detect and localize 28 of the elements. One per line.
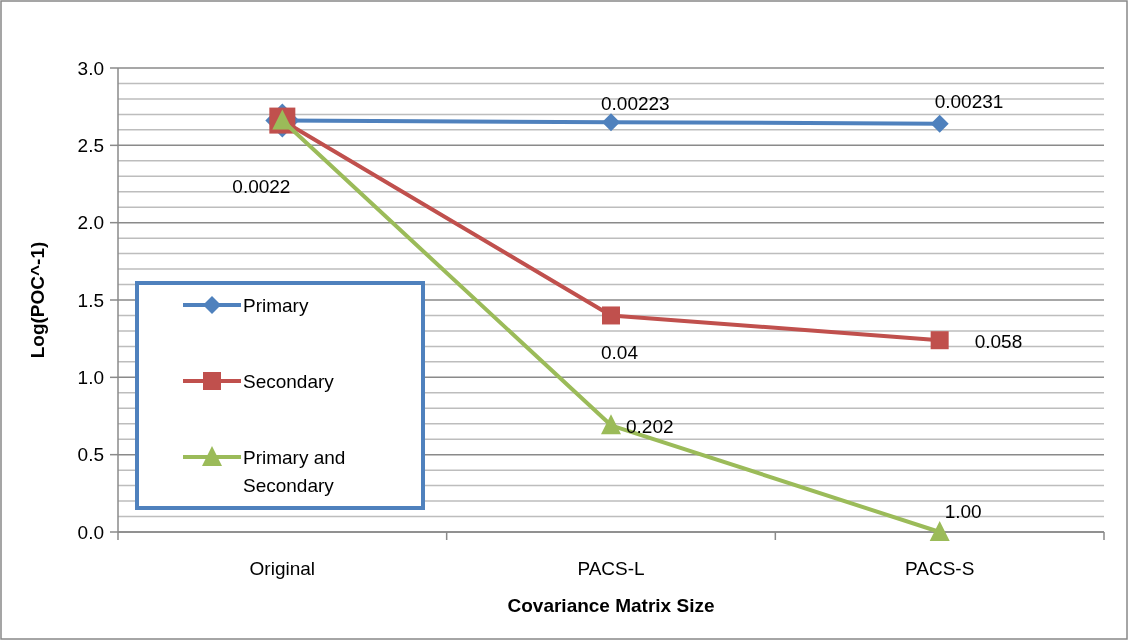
legend-label: Secondary bbox=[243, 370, 335, 392]
annotation: 0.202 bbox=[626, 416, 674, 438]
legend-label: Primary and Secondary bbox=[243, 446, 346, 497]
annotation: 0.00231 bbox=[934, 90, 1004, 112]
point bbox=[602, 113, 620, 132]
y-tick-label: 1.0 bbox=[77, 366, 104, 388]
annotation: 0.058 bbox=[974, 331, 1023, 353]
y-tick-label: 0.0 bbox=[77, 521, 104, 543]
x-tick-label: PACS-S bbox=[904, 558, 975, 579]
point bbox=[602, 306, 620, 325]
point bbox=[601, 414, 621, 435]
annotation: 0.00223 bbox=[601, 93, 670, 115]
annotation: 0.0022 bbox=[232, 175, 291, 197]
annotation: 0.04 bbox=[601, 342, 639, 364]
y-tick-label: 1.5 bbox=[77, 289, 104, 311]
y-axis-title: Log(POC^-1) bbox=[27, 241, 48, 359]
point bbox=[930, 331, 949, 350]
y-tick-label: 2.0 bbox=[77, 212, 104, 234]
y-tick-label: 2.5 bbox=[77, 134, 104, 156]
point bbox=[929, 521, 950, 541]
point bbox=[930, 114, 949, 133]
annotation: 1.00 bbox=[944, 501, 982, 522]
y-tick-label: 0.5 bbox=[77, 444, 104, 466]
legend-label: Primary bbox=[243, 294, 309, 316]
x-tick-label: Original bbox=[249, 558, 316, 579]
x-axis-title: Covariance Matrix Size bbox=[507, 595, 715, 616]
x-tick-label: PACS-L bbox=[577, 558, 645, 579]
y-tick-label: 3.0 bbox=[77, 57, 104, 79]
